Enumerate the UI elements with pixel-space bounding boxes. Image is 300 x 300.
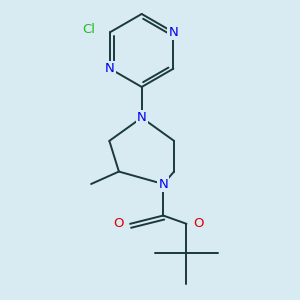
Text: N: N (168, 26, 178, 39)
Text: N: N (158, 178, 168, 190)
Text: N: N (105, 62, 115, 75)
Text: N: N (137, 111, 147, 124)
Text: O: O (113, 217, 124, 230)
Text: O: O (193, 217, 203, 230)
Text: Cl: Cl (82, 23, 95, 36)
